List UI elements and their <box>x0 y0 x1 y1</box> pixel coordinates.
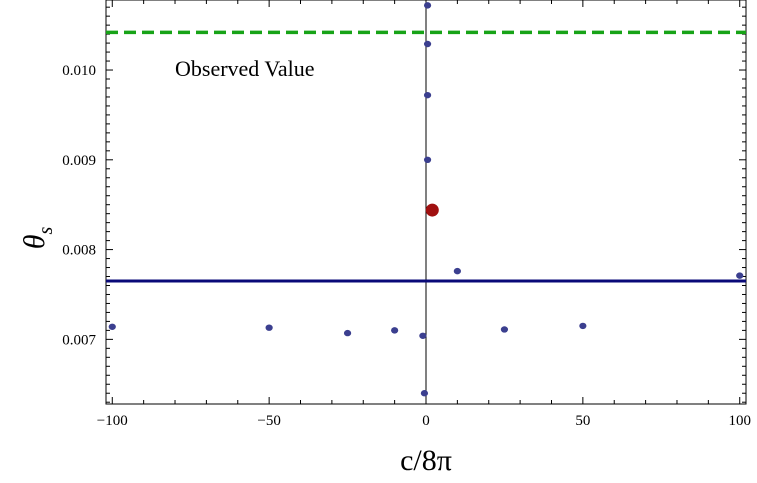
data-point <box>265 324 273 331</box>
data-point <box>108 323 116 330</box>
data-point <box>579 322 587 330</box>
data-point <box>343 329 352 337</box>
data-point <box>423 2 432 9</box>
y-axis-title: θs <box>18 227 57 250</box>
data-point <box>419 332 427 339</box>
data-point <box>500 326 509 333</box>
data-point <box>423 156 432 164</box>
x-tick-label: −50 <box>257 413 280 429</box>
highlight-point <box>425 203 439 217</box>
data-points <box>108 2 744 397</box>
y-tick-labels: 0.007 0.008 0.009 0.010 <box>62 63 96 348</box>
y-axis-title-sub: s <box>35 227 57 235</box>
y-tick-label: 0.007 <box>62 332 96 348</box>
y-tick-label: 0.008 <box>62 243 96 259</box>
x-axis-title: c/8π <box>400 444 452 477</box>
data-point <box>423 91 432 99</box>
y-axis-title-main: θ <box>18 234 51 249</box>
x-tick-label: 50 <box>575 413 590 429</box>
x-tick-label: 0 <box>422 413 430 429</box>
data-point <box>391 327 399 334</box>
data-point <box>423 40 432 48</box>
x-tick-label: −100 <box>97 413 128 429</box>
data-point <box>420 390 429 397</box>
data-point <box>453 267 461 275</box>
x-tick-label: 100 <box>728 413 751 429</box>
data-point <box>736 272 744 279</box>
y-tick-label: 0.010 <box>62 63 96 79</box>
observed-value-annotation: Observed Value <box>175 56 315 81</box>
x-tick-labels: −100 −50 0 50 100 <box>97 413 751 429</box>
y-tick-label: 0.009 <box>62 153 96 169</box>
